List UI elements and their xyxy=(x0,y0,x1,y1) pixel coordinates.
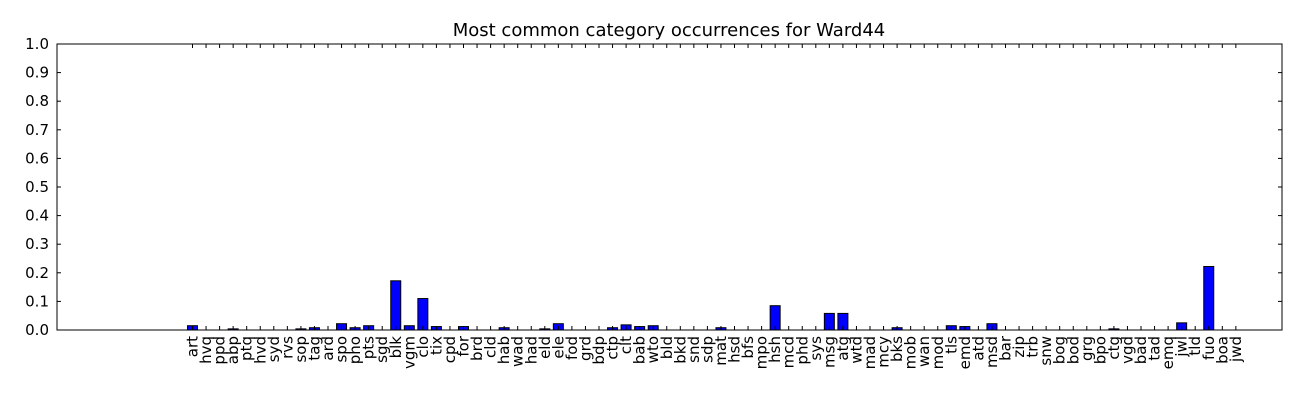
x-tick-label: spo xyxy=(333,336,351,363)
x-tick-label: bog xyxy=(1051,336,1069,364)
bar-fuo xyxy=(1203,266,1215,331)
x-tick-label: for xyxy=(455,335,473,356)
y-tick-label: 1.0 xyxy=(25,35,49,53)
x-tick-label: abp xyxy=(224,336,242,364)
x-tick-label: hsh xyxy=(766,336,784,363)
x-tick-label: sgd xyxy=(373,336,391,363)
x-tick-label: bar xyxy=(997,335,1015,361)
x-tick-label: grd xyxy=(576,336,594,361)
x-tick-label: wan xyxy=(915,336,933,367)
y-tick-label: 0.2 xyxy=(25,264,49,282)
x-tick-label: mcy xyxy=(875,336,893,368)
x-tick-label: fod xyxy=(563,336,581,360)
x-tick-label: snd xyxy=(685,336,703,363)
x-tick-label: bab xyxy=(631,336,649,364)
x-tick-label: wad xyxy=(509,336,527,367)
x-tick-label: mat xyxy=(712,336,730,366)
x-tick-label: tls xyxy=(942,336,960,354)
x-tick-label: bfs xyxy=(739,336,757,359)
x-tick-label: cpd xyxy=(441,336,459,363)
x-tick-label: zip xyxy=(1010,336,1028,358)
x-tick-label: trb xyxy=(1024,336,1042,358)
bar-blk xyxy=(390,280,402,331)
x-tick-label: wto xyxy=(644,336,662,363)
x-tick-label: bld xyxy=(658,336,676,359)
x-tick-label: emq xyxy=(1159,336,1177,369)
x-tick-label: tld xyxy=(1186,336,1204,356)
x-tick-label: bpo xyxy=(1091,336,1109,364)
plot-frame xyxy=(56,43,1283,331)
x-tick-label: mpo xyxy=(753,336,771,369)
x-tick-label: syd xyxy=(265,336,283,362)
x-tick-label: bad xyxy=(1132,336,1150,364)
x-tick-label: mad xyxy=(861,336,879,369)
y-tick-label: 0.0 xyxy=(25,321,49,339)
x-tick-label: bkd xyxy=(671,336,689,364)
x-tick-label: bks xyxy=(888,336,906,362)
x-tick-label: hvq xyxy=(197,336,215,364)
x-tick-label: msg xyxy=(820,336,838,368)
x-tick-label: clo xyxy=(414,336,432,358)
x-tick-label: mcd xyxy=(780,336,798,368)
x-tick-label: sdp xyxy=(698,336,716,363)
y-tick-label: 0.8 xyxy=(25,92,49,110)
x-tick-label: jwl xyxy=(1173,336,1191,358)
y-tick-label: 0.5 xyxy=(25,178,49,196)
x-tick-label: pho xyxy=(346,336,364,364)
x-tick-label: emd xyxy=(956,336,974,369)
x-tick-label: jwd xyxy=(1227,336,1245,363)
x-tick-label: brd xyxy=(468,336,486,361)
x-tick-label: grg xyxy=(1078,336,1096,361)
x-tick-label: ele xyxy=(549,336,567,359)
y-axis: 0.0 0.1 0.2 0.3 0.4 0.5 0.6 0.7 0.8 0.9 1.0 xyxy=(25,35,1282,339)
x-tick-label: hvd xyxy=(251,336,269,364)
x-tick-label: phd xyxy=(793,336,811,365)
y-tick-label: 0.3 xyxy=(25,235,49,253)
x-tick-label: bod xyxy=(1064,336,1082,364)
x-tick-label: wtd xyxy=(847,336,865,364)
y-tick-label: 0.7 xyxy=(25,121,49,139)
chart-title: Most common category occurrences for War… xyxy=(453,20,886,41)
x-tick-label: tix xyxy=(427,336,445,355)
x-tick-label: pts xyxy=(360,336,378,359)
bars-group xyxy=(187,266,1215,331)
x-tick-label: atg xyxy=(834,336,852,361)
x-tick-label: eld xyxy=(536,336,554,359)
x-tick-label: fuo xyxy=(1200,336,1218,360)
x-tick-label: vgd xyxy=(1118,336,1136,364)
x-tick-label: cld xyxy=(482,336,500,358)
x-tick-label: ppd xyxy=(211,336,229,365)
x-tick-label: art xyxy=(184,336,202,357)
x-axis: arthvqppdabpptqhvdsydrvssoptagardspophop… xyxy=(184,44,1245,369)
bar-clo xyxy=(417,298,429,331)
x-tick-label: tag xyxy=(305,336,323,361)
y-tick-label: 0.4 xyxy=(25,207,49,225)
x-tick-label: msd xyxy=(983,336,1001,368)
x-tick-label: hsd xyxy=(726,336,744,363)
x-tick-label: ctg xyxy=(1105,336,1123,360)
x-tick-label: atd xyxy=(969,336,987,361)
x-tick-label: bdp xyxy=(590,336,608,365)
x-tick-label: tad xyxy=(1146,336,1164,361)
y-tick-label: 0.1 xyxy=(25,292,49,310)
x-tick-label: blk xyxy=(387,336,405,359)
y-tick-label: 0.6 xyxy=(25,149,49,167)
x-tick-label: mob xyxy=(902,336,920,369)
x-tick-label: clt xyxy=(617,336,635,354)
x-tick-label: rvs xyxy=(278,336,296,359)
x-tick-label: ctp xyxy=(604,336,622,360)
x-tick-label: had xyxy=(522,336,540,364)
x-tick-label: vgm xyxy=(400,336,418,369)
x-tick-label: sop xyxy=(292,336,310,363)
x-tick-label: ard xyxy=(319,336,337,361)
x-tick-label: boa xyxy=(1213,336,1231,364)
x-tick-label: snw xyxy=(1037,336,1055,366)
x-tick-label: ptq xyxy=(238,336,256,361)
x-tick-label: mod xyxy=(929,336,947,369)
y-tick-label: 0.9 xyxy=(25,64,49,82)
x-tick-label: hab xyxy=(495,336,513,364)
x-tick-label: sys xyxy=(807,336,825,361)
